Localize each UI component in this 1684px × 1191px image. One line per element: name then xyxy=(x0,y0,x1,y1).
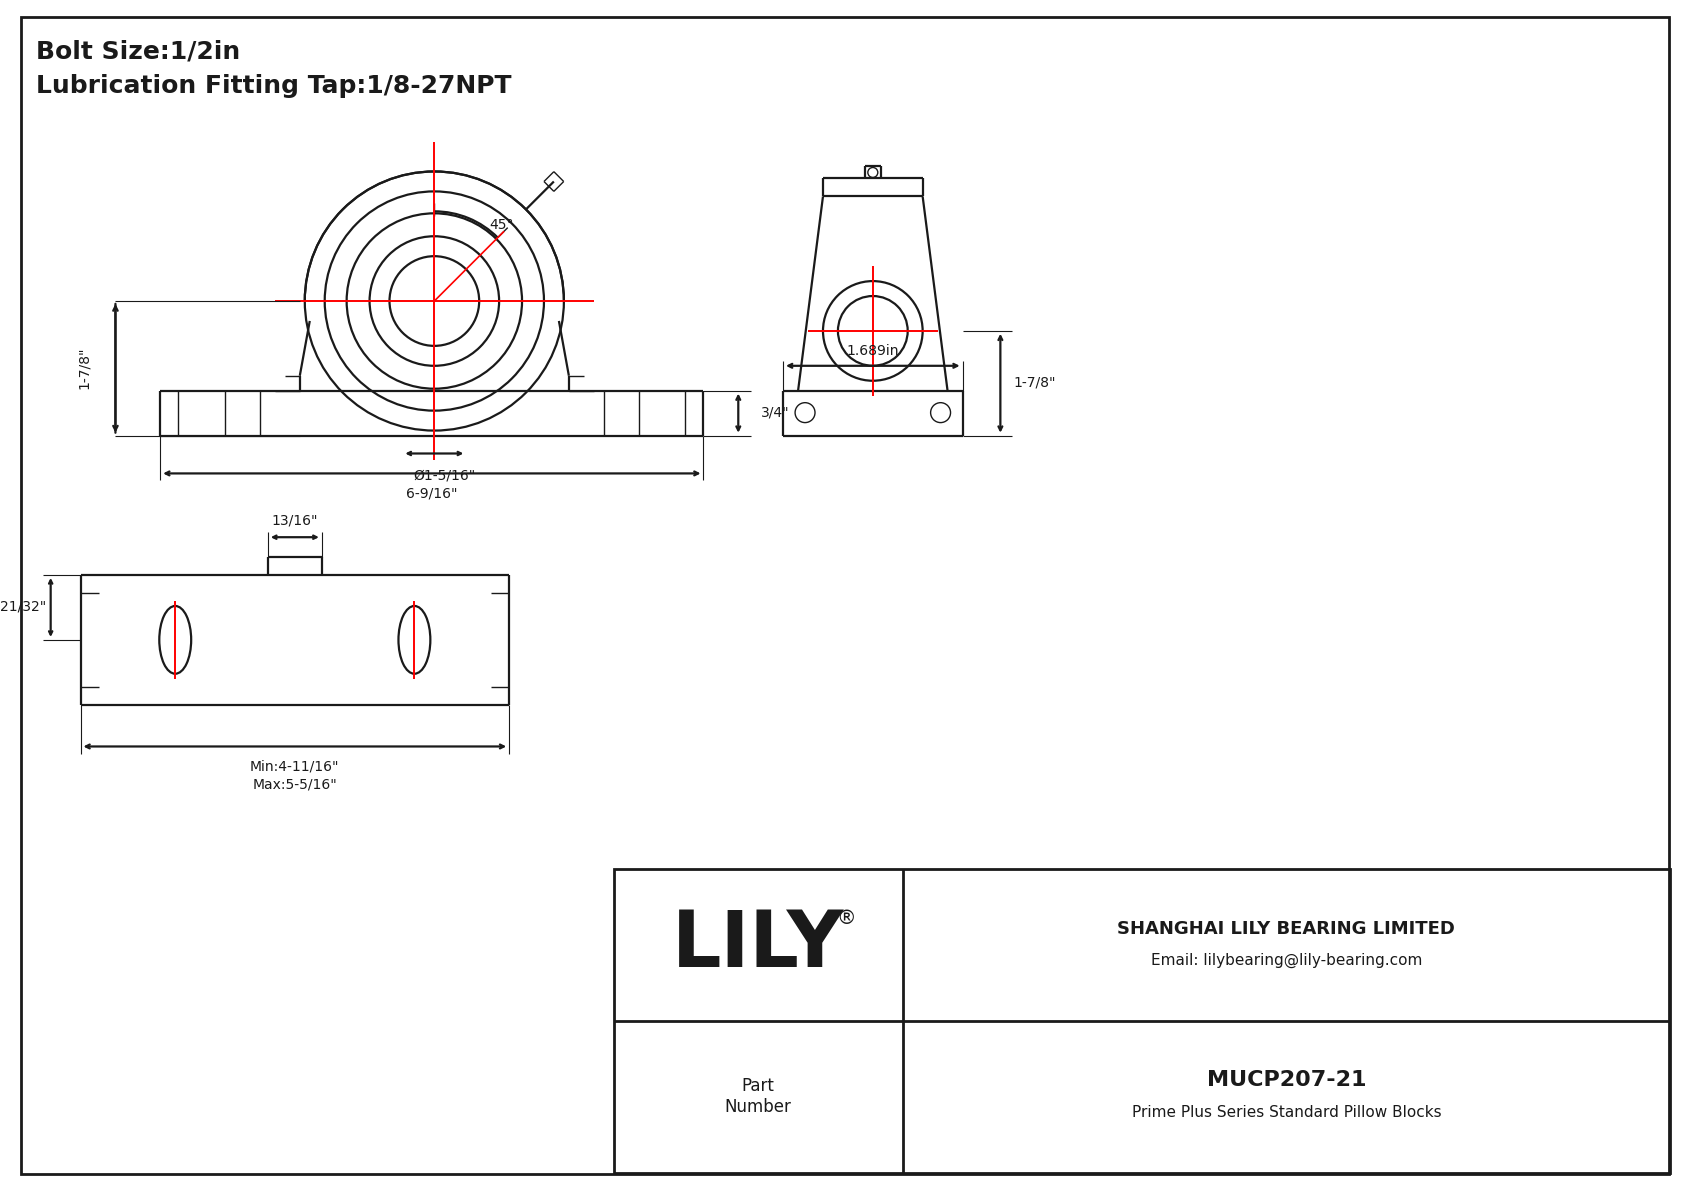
Text: 1.689in: 1.689in xyxy=(847,344,899,357)
Text: 13/16": 13/16" xyxy=(271,513,318,528)
Text: Min:4-11/16": Min:4-11/16" xyxy=(249,760,340,773)
Text: Max:5-5/16": Max:5-5/16" xyxy=(253,778,337,791)
Text: Prime Plus Series Standard Pillow Blocks: Prime Plus Series Standard Pillow Blocks xyxy=(1132,1105,1442,1120)
Text: Ø1-5/16": Ø1-5/16" xyxy=(413,468,475,482)
Text: Email: lilybearing@lily-bearing.com: Email: lilybearing@lily-bearing.com xyxy=(1150,953,1421,968)
Text: MUCP207-21: MUCP207-21 xyxy=(1207,1071,1366,1090)
Text: Lubrication Fitting Tap:1/8-27NPT: Lubrication Fitting Tap:1/8-27NPT xyxy=(35,74,512,98)
Text: 6-9/16": 6-9/16" xyxy=(406,486,456,500)
Text: 45°: 45° xyxy=(490,218,514,232)
Bar xyxy=(613,869,1671,1173)
Text: LILY: LILY xyxy=(672,906,844,983)
Text: SHANGHAI LILY BEARING LIMITED: SHANGHAI LILY BEARING LIMITED xyxy=(1118,919,1455,937)
Text: 1-7/8": 1-7/8" xyxy=(1014,375,1056,389)
Text: Bolt Size:1/2in: Bolt Size:1/2in xyxy=(35,40,241,64)
Text: Part
Number: Part Number xyxy=(724,1077,791,1116)
Text: 1-7/8": 1-7/8" xyxy=(76,347,91,389)
Text: ®: ® xyxy=(835,910,855,928)
Text: 21/32": 21/32" xyxy=(0,600,45,613)
Text: 3/4": 3/4" xyxy=(761,406,790,419)
